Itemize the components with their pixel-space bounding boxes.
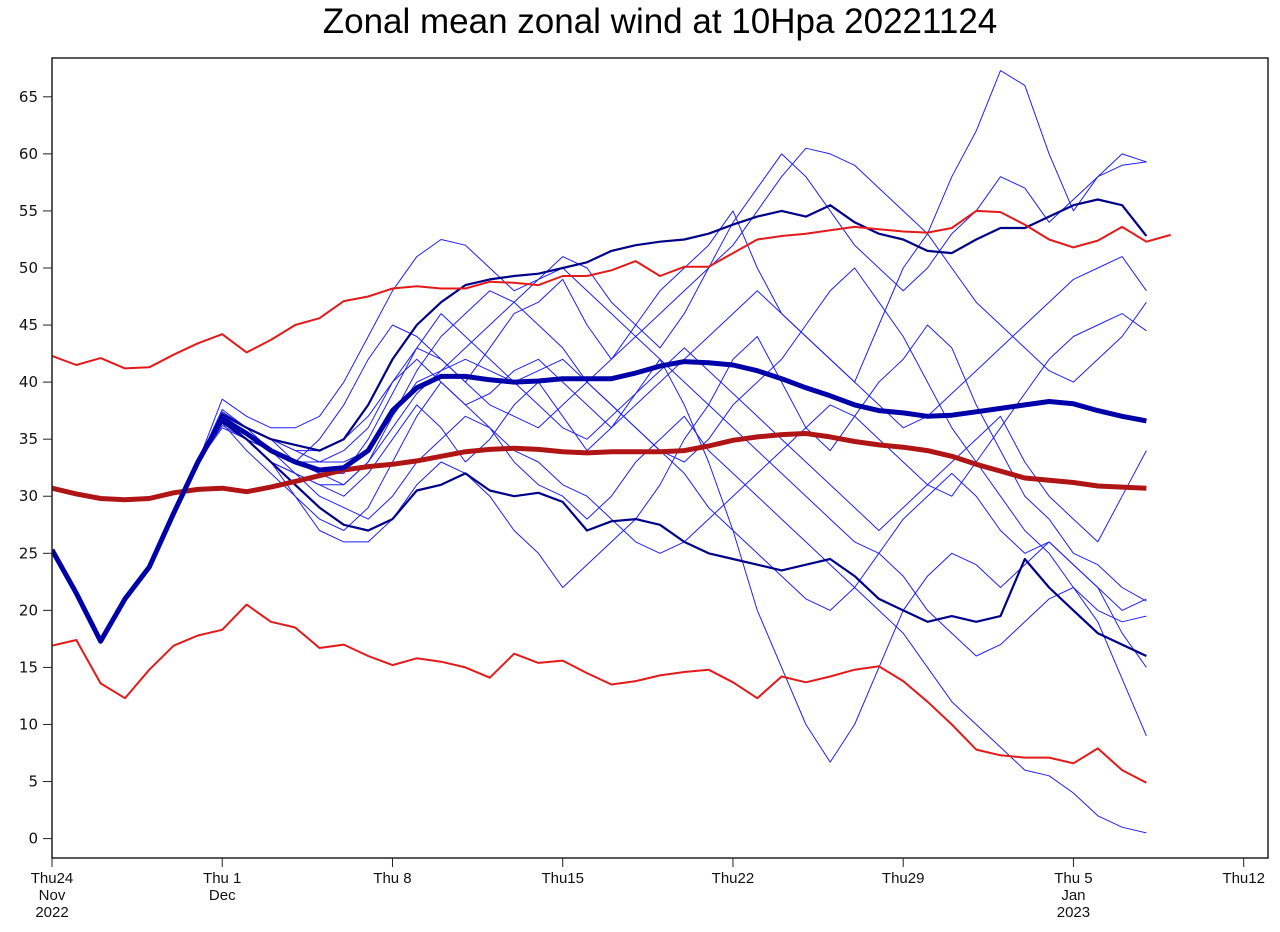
climatology-mean-line [52,431,1147,503]
ensemble-member-line-14 [52,256,1147,642]
ensemble-member-line-6 [52,153,1147,642]
ensemble-member-line-12 [52,358,1147,668]
y-tick-label: 35 [19,430,38,448]
y-tick-label: 10 [19,715,38,733]
ensemble-member-line-11 [52,313,1147,642]
x-tick-label: Jan [1061,887,1085,904]
ensemble-member-line-4 [52,381,1147,834]
y-tick-label: 55 [19,202,38,220]
y-tick-label: 15 [19,658,38,676]
x-tick-label: Dec [209,887,236,904]
ensemble-member-line-1 [52,198,1148,643]
x-tick-label: Thu12 [1222,870,1265,887]
chart-title: Zonal mean zonal wind at 10Hpa 20221124 [322,2,998,41]
ensemble-member-line-13 [52,267,1147,657]
y-tick-label: 5 [28,773,38,791]
y-tick-label: 60 [19,145,38,163]
x-tick-label: Thu 1 [203,870,241,887]
ensemble-member-line-5 [52,358,1147,763]
ensemble-member-line-10 [52,313,1147,642]
x-tick-label: Thu 8 [373,870,411,887]
x-tick-label: Thu29 [882,870,925,887]
ensemble-member-line-2 [52,421,1147,657]
x-tick-label: 2023 [1057,904,1090,921]
ensemble-member-line-3 [52,70,1147,642]
x-tick-label: 2022 [35,904,68,921]
climatology-max-line [52,209,1171,370]
y-tick-label: 45 [19,316,38,334]
x-tick-label: Thu22 [712,870,755,887]
x-tick-label: Thu15 [541,870,584,887]
climatology-min-line [52,603,1147,784]
x-tick-label: Thu24 [31,870,74,887]
x-tick-label: Thu 5 [1054,870,1092,887]
ensemble-member-line-7 [52,324,1147,642]
y-tick-label: 40 [19,373,38,391]
y-tick-label: 30 [19,487,38,505]
y-tick-label: 20 [19,601,38,619]
y-tick-label: 65 [19,88,38,106]
y-tick-label: 50 [19,259,38,277]
plot-frame [51,57,1269,859]
ensemble-member-line-9 [52,147,1147,642]
ensemble-mean-line [52,359,1147,644]
x-tick-label: Nov [39,887,66,904]
y-tick-label: 25 [19,544,38,562]
ensemble-member-line-8 [52,267,1147,737]
y-tick-label: 0 [28,830,38,848]
